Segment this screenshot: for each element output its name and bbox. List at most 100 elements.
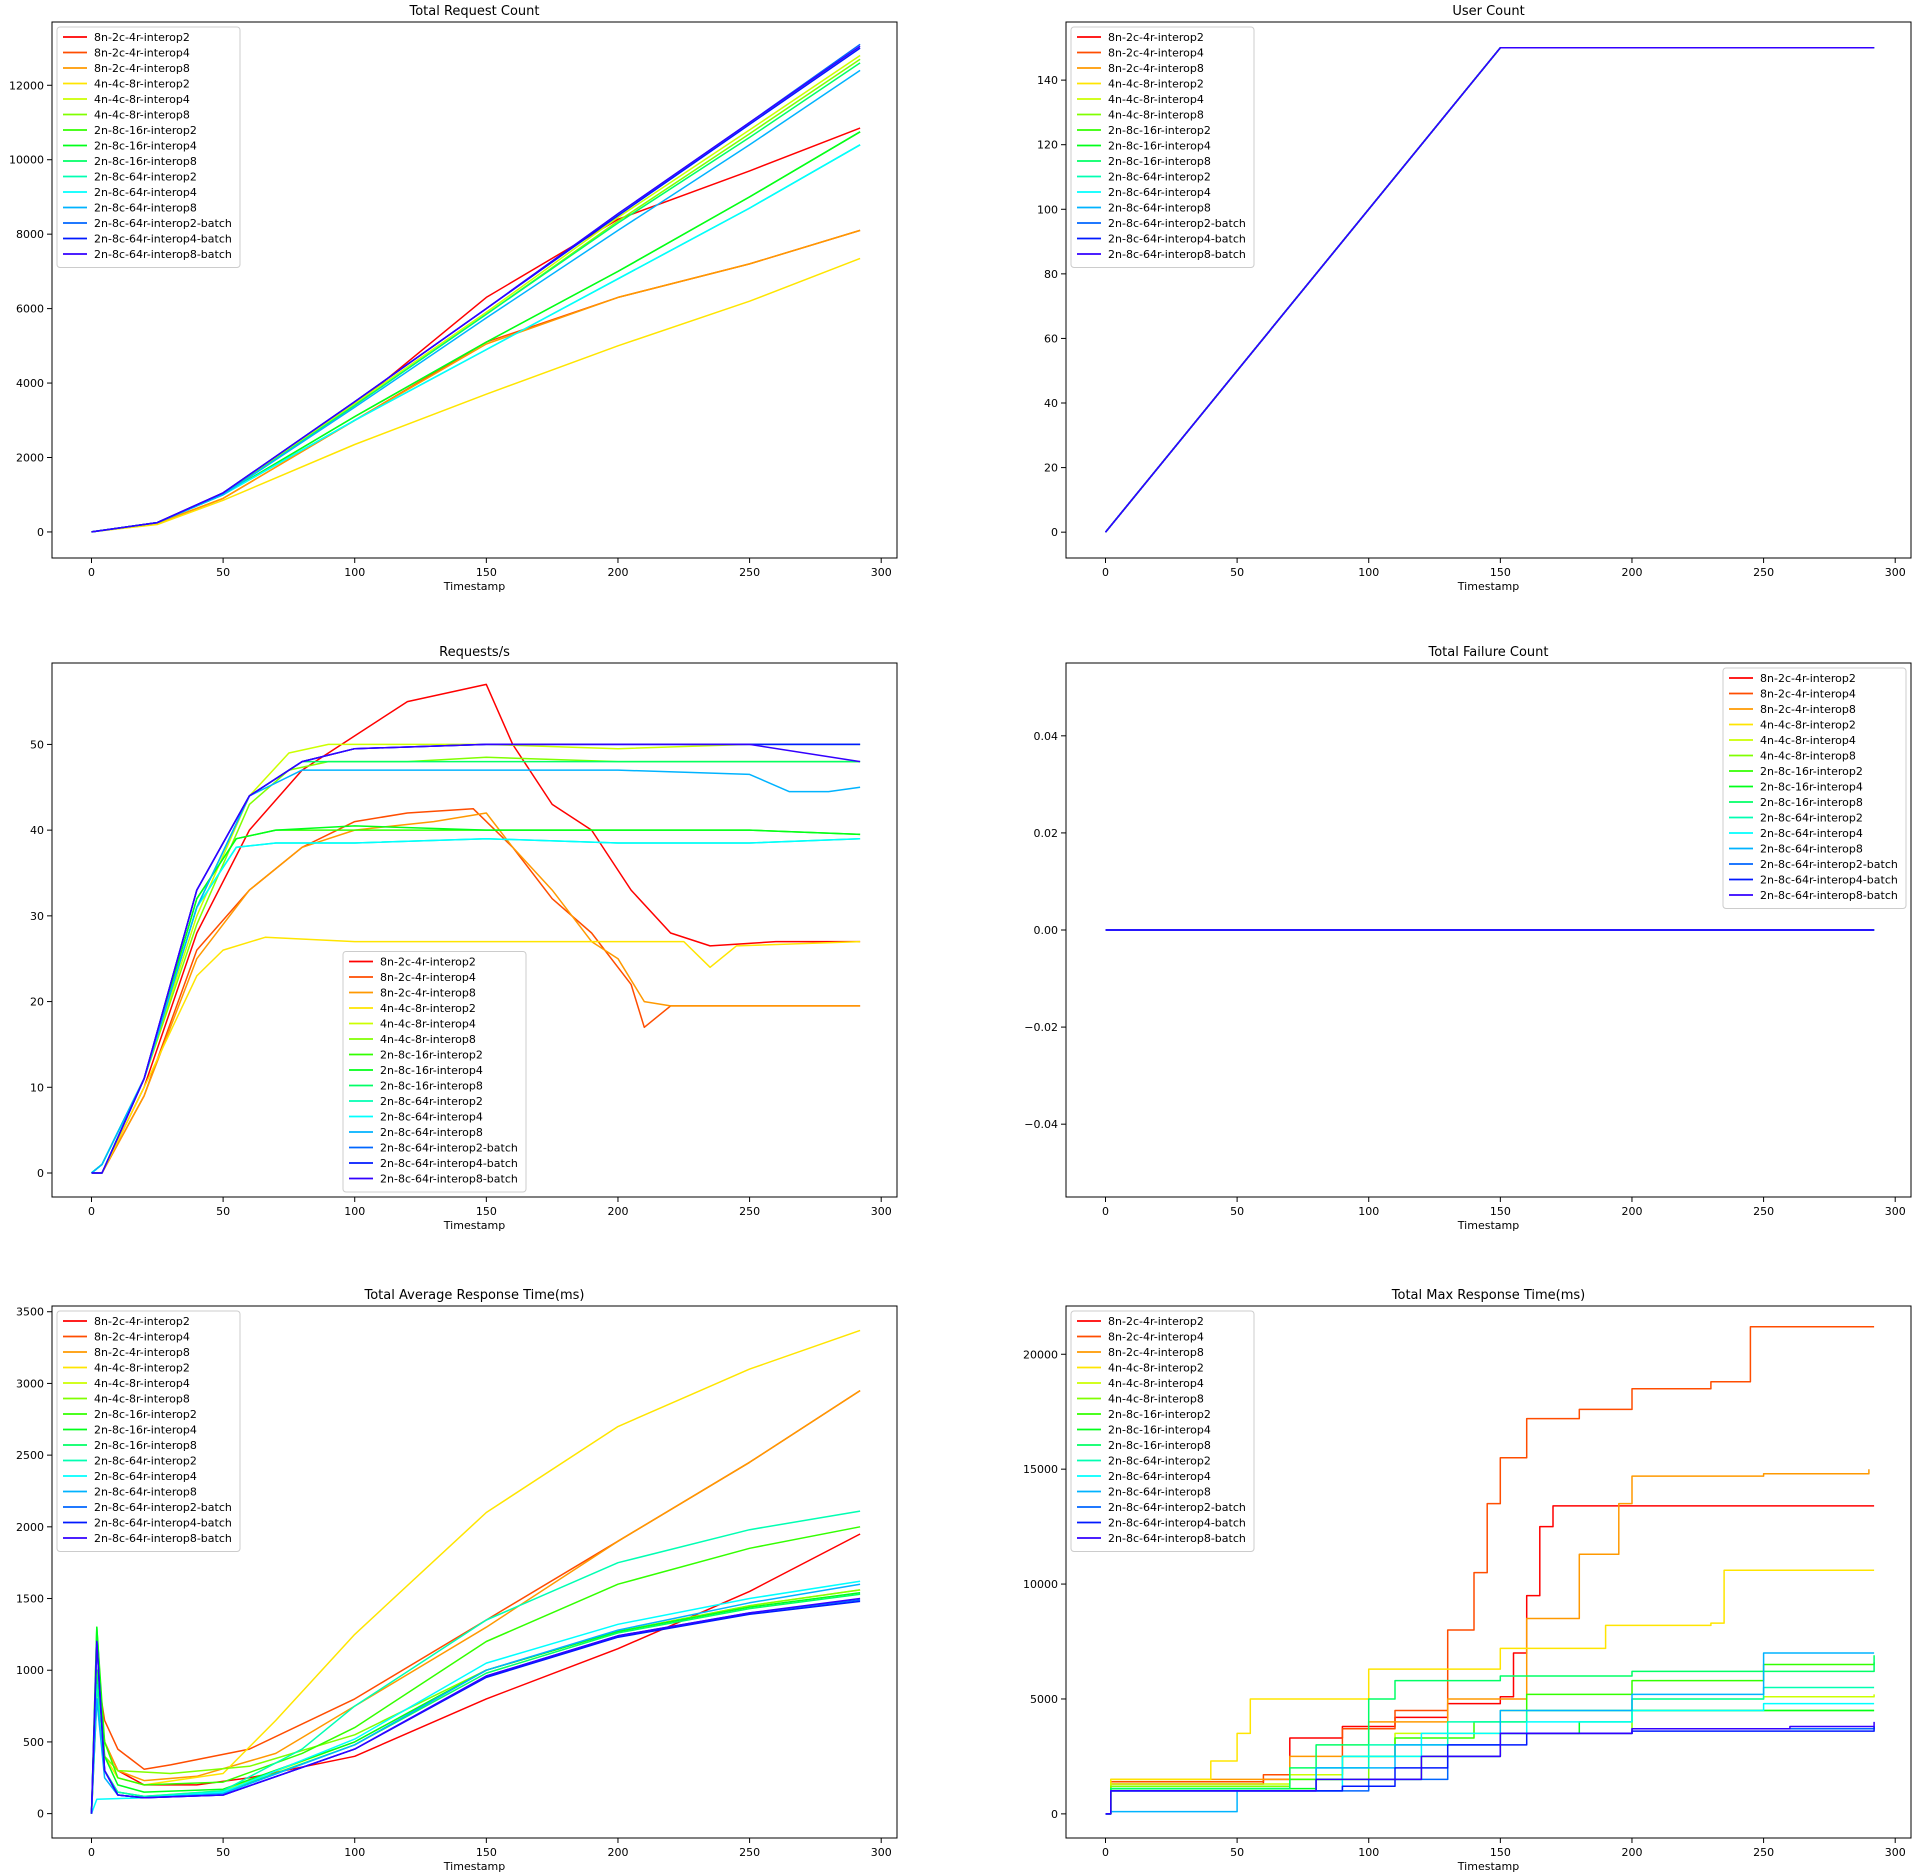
- legend-entry: 8n-2c-4r-interop2: [1108, 1315, 1204, 1328]
- legend-box: [342, 951, 527, 1193]
- series-line: [91, 743, 861, 1174]
- y-tick-label: 80: [1044, 268, 1058, 281]
- y-tick-label: 1500: [16, 1593, 44, 1606]
- legend-entry: 4n-4c-8r-interop8: [380, 1033, 476, 1046]
- y-tick-label: 20: [30, 996, 44, 1009]
- series-line: [1105, 1726, 1875, 1815]
- legend-entry: 2n-8c-16r-interop8: [1760, 796, 1863, 809]
- y-tick-label: 6000: [16, 303, 44, 316]
- series-line: [1105, 1569, 1875, 1815]
- x-tick-label: 100: [1358, 1205, 1379, 1218]
- legend-entry: 2n-8c-64r-interop2-batch: [1108, 1501, 1246, 1514]
- legend-entry: 2n-8c-16r-interop8: [94, 1439, 197, 1452]
- plot-frame: [51, 662, 898, 1198]
- series-lines: [1104, 47, 1875, 533]
- chart-title: Total Failure Count: [1427, 645, 1548, 660]
- series-line: [1105, 1652, 1875, 1815]
- legend-entry: 8n-2c-4r-interop8: [1108, 62, 1204, 75]
- y-tick-label: 0.04: [1034, 730, 1059, 743]
- y-tick-label: −0.04: [1024, 1118, 1058, 1131]
- legend-entry: 2n-8c-16r-interop4: [94, 1424, 197, 1437]
- legend-entry: 2n-8c-64r-interop2: [1108, 1455, 1211, 1468]
- legend-entry: 2n-8c-64r-interop4-batch: [380, 1157, 518, 1170]
- legend-entry: 8n-2c-4r-interop2: [94, 31, 190, 44]
- legend-box: [1070, 1310, 1255, 1552]
- series-line: [90, 1580, 861, 1814]
- series-line: [90, 1597, 861, 1814]
- series-line: [1105, 1721, 1875, 1815]
- y-tick-label: 10: [30, 1081, 44, 1094]
- legend: 8n-2c-4r-interop2 8n-2c-4r-interop4 8n-2c-…: [56, 1310, 241, 1552]
- x-tick-label: 50: [216, 566, 230, 579]
- legend-entry: 8n-2c-4r-interop2: [380, 956, 476, 969]
- legend: 8n-2c-4r-interop2 8n-2c-4r-interop4 8n-2c-…: [342, 951, 527, 1193]
- legend-entry: 4n-4c-8r-interop4: [94, 93, 190, 106]
- series-line: [90, 1510, 861, 1814]
- legend-entry: 4n-4c-8r-interop2: [94, 1362, 190, 1375]
- x-tick-label: 0: [88, 1205, 95, 1218]
- legend-box: [1070, 26, 1255, 268]
- legend-entry: 2n-8c-16r-interop4: [1108, 140, 1211, 153]
- series-line: [1105, 1709, 1875, 1815]
- series-line: [1105, 1686, 1875, 1815]
- series-line: [1105, 1709, 1875, 1815]
- legend-entry: 4n-4c-8r-interop2: [94, 78, 190, 91]
- legend-entry: 2n-8c-64r-interop2: [1108, 171, 1211, 184]
- y-tick-label: 0.02: [1034, 827, 1059, 840]
- y-tick-label: 2500: [16, 1449, 44, 1462]
- series-line: [91, 936, 861, 1174]
- legend: 8n-2c-4r-interop2 8n-2c-4r-interop4 8n-2c-…: [1070, 26, 1255, 268]
- series-line: [1105, 1505, 1875, 1815]
- x-tick-label: 50: [1230, 566, 1244, 579]
- legend-entry: 2n-8c-64r-interop4: [380, 1111, 483, 1124]
- y-tick-label: 8000: [16, 228, 44, 241]
- x-tick-label: 150: [476, 566, 497, 579]
- legend-entry: 8n-2c-4r-interop8: [1108, 1346, 1204, 1359]
- legend-entry: 2n-8c-64r-interop8: [1760, 843, 1863, 856]
- legend-entry: 8n-2c-4r-interop4: [1108, 1331, 1204, 1344]
- legend-entry: 8n-2c-4r-interop8: [94, 62, 190, 75]
- legend-entry: 2n-8c-64r-interop8-batch: [380, 1173, 518, 1186]
- legend-entry: 2n-8c-64r-interop4: [1760, 827, 1863, 840]
- y-tick-label: 100: [1037, 203, 1058, 216]
- series-lines: [1105, 1325, 1875, 1815]
- legend-entry: 2n-8c-64r-interop8-batch: [1760, 889, 1898, 902]
- chart-0: Total Request Count 0 50 100 150 200 250 300 0 20…: [9, 4, 898, 593]
- x-tick-label: 100: [344, 1846, 365, 1859]
- y-tick-label: 3000: [16, 1377, 44, 1390]
- x-axis-label: Timestamp: [443, 1860, 505, 1873]
- legend-entry: 8n-2c-4r-interop8: [94, 1346, 190, 1359]
- series-line: [91, 45, 861, 533]
- x-tick-label: 150: [1490, 1846, 1511, 1859]
- y-tick-label: 4000: [16, 377, 44, 390]
- y-tick-label: 0: [1051, 1808, 1058, 1821]
- legend-entry: 4n-4c-8r-interop8: [94, 1393, 190, 1406]
- legend-entry: 8n-2c-4r-interop4: [380, 971, 476, 984]
- legend-entry: 2n-8c-16r-interop4: [94, 140, 197, 153]
- legend-entry: 4n-4c-8r-interop4: [1108, 1377, 1204, 1390]
- y-tick-label: 5000: [1030, 1693, 1058, 1706]
- y-tick-label: 0: [37, 1167, 44, 1180]
- legend-entry: 2n-8c-64r-interop4: [94, 186, 197, 199]
- x-tick-label: 250: [739, 1846, 760, 1859]
- x-axis-label: Timestamp: [443, 1219, 505, 1232]
- legend-entry: 4n-4c-8r-interop4: [1760, 734, 1856, 747]
- y-tick-label: 20000: [1023, 1348, 1058, 1361]
- chart-title: Requests/s: [439, 645, 510, 660]
- legend-entry: 8n-2c-4r-interop2: [1108, 31, 1204, 44]
- x-tick-label: 250: [1753, 1205, 1774, 1218]
- legend-box: [56, 1310, 241, 1552]
- legend-entry: 2n-8c-64r-interop4: [1108, 1470, 1211, 1483]
- legend-entry: 8n-2c-4r-interop8: [380, 987, 476, 1000]
- chart-title: Total Average Response Time(ms): [364, 1288, 585, 1303]
- series-line: [90, 1599, 861, 1814]
- legend-entry: 8n-2c-4r-interop4: [1760, 688, 1856, 701]
- y-tick-label: 40: [1044, 397, 1058, 410]
- legend-entry: 2n-8c-16r-interop4: [380, 1064, 483, 1077]
- y-tick-label: 140: [1037, 74, 1058, 87]
- x-tick-label: 0: [1102, 566, 1109, 579]
- series-line: [1105, 1655, 1875, 1815]
- legend-entry: 2n-8c-64r-interop8-batch: [1108, 1532, 1246, 1545]
- x-axis-label: Timestamp: [443, 580, 505, 593]
- legend-entry: 2n-8c-16r-interop8: [1108, 1439, 1211, 1452]
